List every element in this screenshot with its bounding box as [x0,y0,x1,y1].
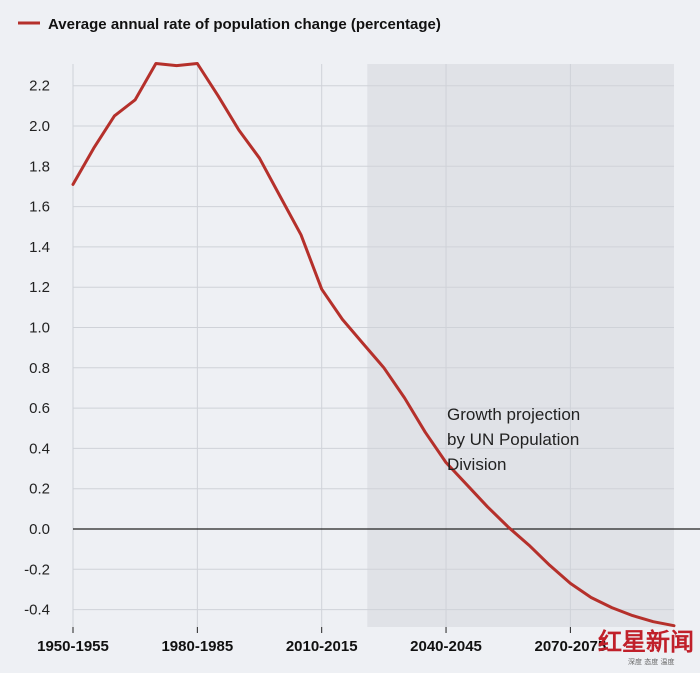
series-line-0 [71,62,676,628]
y-tick-label: 1.2 [29,279,50,296]
y-tick-label: 0.2 [29,481,50,498]
annotation-line-2: by UN Population [447,430,579,449]
watermark-slogan: 深度 态度 温度 [628,657,674,666]
x-tick-label: 1980-1985 [161,638,233,655]
y-axis-ticks: 2.2 2.0 1.8 1.6 1.4 1.2 1.0 0.8 0.6 0.4 0.2 0.0 -0.2… [24,78,50,619]
legend: Average annual rate of population change… [18,16,441,33]
y-tick-label: 1.6 [29,199,50,216]
series-layer [71,62,676,628]
grid [72,64,674,627]
y-tick-label: 1.0 [29,320,50,337]
y-tick-label: 2.2 [29,78,50,95]
projection-annotation: Growth projection by UN Population Divis… [447,405,580,474]
annotation-line-1: Growth projection [447,405,580,424]
y-tick-label: 2.0 [29,118,50,135]
projection-shading [367,64,674,627]
y-tick-label: 0.4 [29,440,50,457]
x-tick-label: 1950-1955 [37,638,109,655]
x-tick-label: 2040-2045 [410,638,482,655]
projection-region [367,64,674,627]
y-tick-label: 1.8 [29,158,50,175]
y-tick-label: -0.4 [24,602,50,619]
y-tick-label: 0.6 [29,400,50,417]
y-tick-label: 0.8 [29,360,50,377]
y-tick-label: 0.0 [29,521,50,538]
y-tick-label: -0.2 [24,561,50,578]
x-tick-label: 2010-2015 [286,638,358,655]
watermark-logo: 红星新闻 [598,628,694,656]
annotation-line-3: Division [447,455,507,474]
legend-label: Average annual rate of population change… [48,16,441,33]
y-tick-label: 1.4 [29,239,50,256]
x-axis-ticks: 1950-1955 1980-1985 2010-2015 2040-2045 2070… [37,627,606,655]
watermark: 红星新闻 深度 态度 温度 [598,628,694,666]
x-tick-label: 2070-2075 [535,638,607,655]
